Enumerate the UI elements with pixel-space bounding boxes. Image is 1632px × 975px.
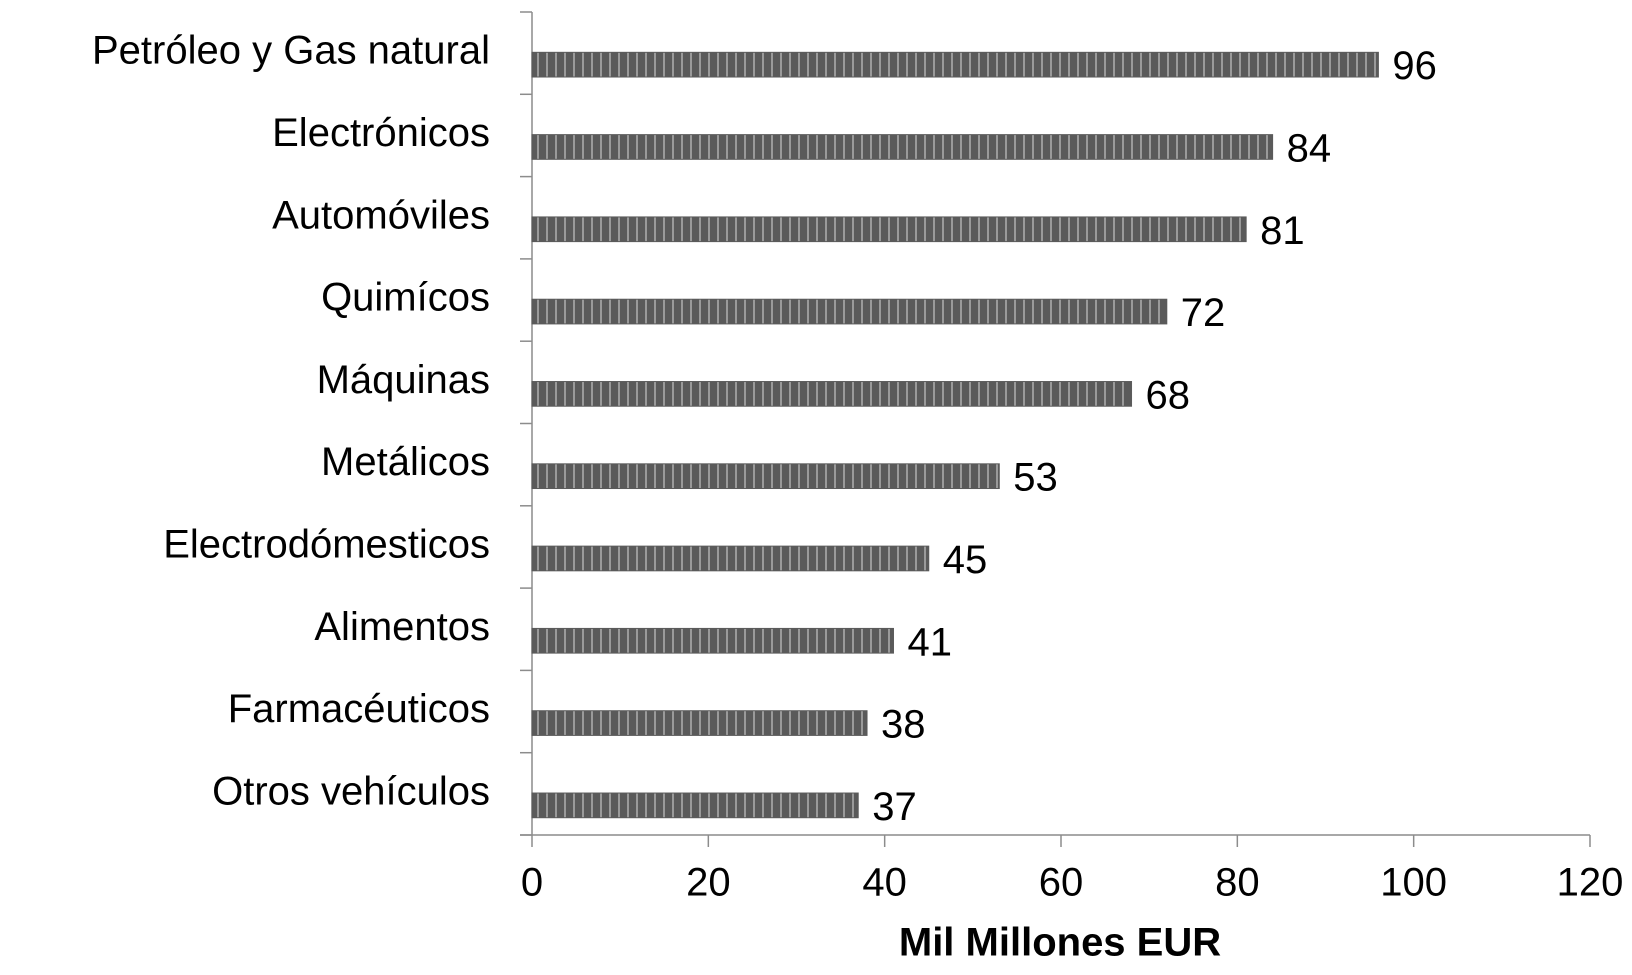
x-tick-label: 80 bbox=[1215, 861, 1260, 905]
bar bbox=[531, 627, 894, 654]
value-label: 45 bbox=[943, 538, 988, 582]
value-label: 84 bbox=[1287, 127, 1332, 171]
y-tick-label: Alimentos bbox=[314, 605, 490, 649]
y-tick-label: Máquinas bbox=[317, 358, 490, 402]
bar bbox=[531, 381, 1133, 407]
x-tick-label: 20 bbox=[686, 861, 731, 905]
bar bbox=[531, 463, 1000, 490]
bar bbox=[531, 792, 859, 819]
value-label: 68 bbox=[1146, 373, 1191, 417]
x-tick-label: 0 bbox=[521, 861, 543, 905]
bar bbox=[531, 51, 1379, 78]
x-tick-label: 40 bbox=[862, 861, 907, 905]
value-label: 72 bbox=[1181, 291, 1226, 335]
y-tick-label: Quimícos bbox=[321, 276, 490, 320]
y-tick-label: Electrónicos bbox=[272, 111, 490, 155]
y-tick-label: Otros vehículos bbox=[212, 769, 490, 813]
x-tick-label: 100 bbox=[1380, 861, 1447, 905]
value-label: 37 bbox=[872, 785, 917, 829]
bar bbox=[531, 545, 930, 572]
value-label: 81 bbox=[1260, 209, 1305, 253]
y-tick-label: Petróleo y Gas natural bbox=[92, 29, 490, 73]
bar bbox=[531, 710, 868, 736]
y-tick-label: Electrodómesticos bbox=[163, 523, 490, 567]
x-axis-title: Mil Millones EUR bbox=[899, 921, 1221, 965]
y-tick-label: Automóviles bbox=[272, 193, 490, 237]
value-label: 53 bbox=[1013, 456, 1058, 500]
bar bbox=[531, 134, 1274, 160]
x-tick-label: 60 bbox=[1039, 861, 1084, 905]
bar bbox=[531, 216, 1247, 243]
x-tick-label: 120 bbox=[1557, 861, 1624, 905]
bar bbox=[531, 298, 1168, 325]
value-label: 38 bbox=[881, 703, 926, 747]
y-tick-label: Metálicos bbox=[321, 440, 490, 484]
value-label: 96 bbox=[1392, 44, 1437, 88]
y-tick-label: Farmacéuticos bbox=[228, 687, 490, 731]
value-label: 41 bbox=[907, 620, 952, 664]
